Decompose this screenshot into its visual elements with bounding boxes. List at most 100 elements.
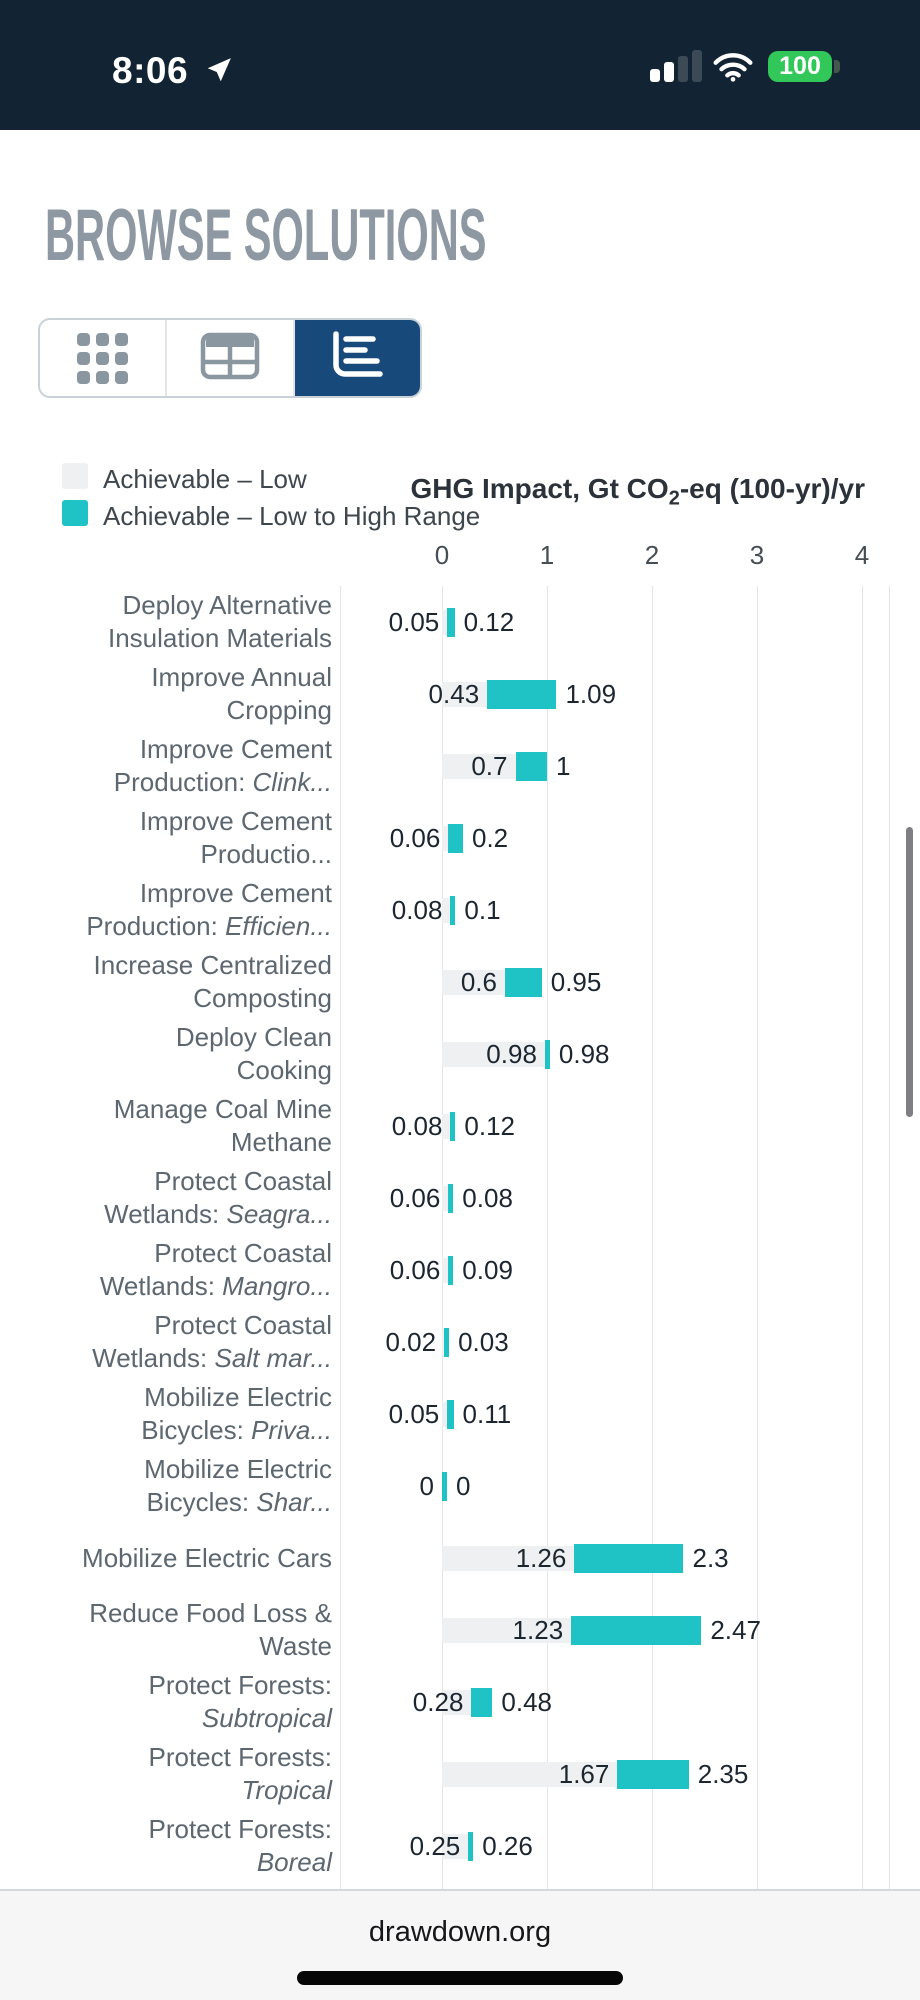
chart-gridline (889, 586, 890, 1889)
row-label: Mobilize Electric Bicycles: Shar... (144, 1454, 332, 1517)
bar-low-value: 0.06 (389, 1255, 441, 1285)
chart-view-button[interactable] (294, 320, 420, 396)
bar-high-value: 1.09 (565, 679, 617, 709)
view-toggle-group (38, 318, 422, 398)
bar-low-value: 0.06 (389, 823, 441, 853)
bar-achievable-low[interactable] (442, 1113, 451, 1139)
bar-achievable-range[interactable] (450, 895, 456, 925)
bar-achievable-range[interactable] (487, 679, 557, 709)
legend-swatch-range (62, 500, 88, 526)
bar-achievable-range[interactable] (447, 1399, 454, 1429)
chart-gridline (547, 586, 548, 1889)
battery-nub (834, 60, 840, 73)
home-indicator[interactable] (297, 1971, 623, 1985)
bar-chart-icon (329, 330, 385, 386)
bar-low-value: 0.05 (388, 607, 440, 637)
page-scrollbar[interactable] (906, 827, 913, 1117)
bar-high-value: 0.09 (462, 1255, 513, 1285)
grid-view-button[interactable] (40, 320, 168, 396)
bar-achievable-range[interactable] (574, 1543, 684, 1573)
row-label: Increase Centralized Composting (93, 950, 332, 1013)
browser-bottom-bar: drawdown.org (0, 1891, 920, 2000)
chart-gridline (340, 586, 341, 1889)
bar-achievable-range[interactable] (571, 1615, 702, 1645)
bar-achievable-low[interactable] (442, 1257, 449, 1283)
battery-icon: 100 (768, 51, 832, 82)
chart-bottom-axis (0, 1889, 920, 1891)
bar-high-value: 0.12 (463, 607, 515, 637)
bar-low-value: 0.25 (409, 1831, 461, 1861)
legend-label-range: Achievable – Low to High Range (103, 501, 481, 531)
bar-high-value: 0.08 (462, 1183, 513, 1213)
clock: 8:06 (112, 50, 189, 91)
bar-achievable-low[interactable] (442, 1689, 472, 1715)
bar-low-value: 0 (419, 1471, 434, 1501)
x-axis-tick-label: 1 (539, 540, 555, 570)
bar-achievable-low[interactable] (442, 1833, 469, 1859)
bar-achievable-low[interactable] (442, 1329, 445, 1355)
bar-high-value: 0 (456, 1471, 471, 1501)
bar-achievable-low[interactable] (442, 753, 516, 779)
row-label: Deploy Alternative Insulation Materials (108, 590, 332, 653)
bar-achievable-low[interactable] (442, 609, 448, 635)
bar-high-value: 0.2 (472, 823, 509, 853)
row-label: Protect Forests: Tropical (148, 1742, 333, 1805)
bar-achievable-low[interactable] (442, 969, 505, 995)
bar-high-value: 0.98 (558, 1039, 610, 1069)
bar-achievable-range[interactable] (447, 607, 455, 637)
bar-achievable-range[interactable] (617, 1759, 689, 1789)
row-label: Improve Cement Production: Efficien... (86, 878, 332, 941)
location-arrow-icon (204, 55, 234, 90)
row-label: Deploy Clean Cooking (175, 1022, 332, 1085)
bar-achievable-low[interactable] (442, 1761, 618, 1787)
bar-achievable-range[interactable] (515, 751, 547, 781)
bar-achievable-low[interactable] (442, 1545, 575, 1571)
legend-swatch-low (62, 463, 88, 489)
table-icon (200, 332, 260, 385)
chart-gridline (862, 586, 863, 1889)
x-axis-tick-label: 4 (854, 540, 870, 570)
address-bar[interactable]: drawdown.org (368, 1916, 552, 1948)
bar-achievable-range[interactable] (468, 1831, 474, 1861)
bar-low-value: 0.6 (460, 967, 497, 997)
chart-gridline (757, 586, 758, 1889)
row-label: Improve Annual Cropping (151, 662, 332, 725)
bar-low-value: 0.98 (486, 1039, 537, 1069)
bar-achievable-low[interactable] (442, 825, 449, 851)
bar-achievable-low[interactable] (442, 1041, 545, 1067)
bar-high-value: 0.26 (482, 1831, 533, 1861)
row-label: Manage Coal Mine Methane (113, 1094, 332, 1157)
bar-achievable-range[interactable] (448, 823, 463, 853)
bar-achievable-low[interactable] (442, 1401, 448, 1427)
bar-achievable-low[interactable] (442, 897, 451, 923)
bar-high-value: 0.12 (464, 1111, 515, 1141)
bar-low-value: 0.06 (389, 1183, 441, 1213)
bar-achievable-low[interactable] (442, 1617, 572, 1643)
bar-high-value: 0.1 (464, 895, 501, 925)
row-label: Protect Coastal Wetlands: Seagra... (104, 1166, 332, 1229)
bar-achievable-range[interactable] (471, 1687, 493, 1717)
bar-achievable-range[interactable] (450, 1111, 456, 1141)
bar-achievable-low[interactable] (442, 681, 488, 707)
status-bar: 8:06 100 (0, 0, 920, 130)
row-label: Protect Forests: Subtropical (148, 1670, 333, 1733)
bar-achievable-range[interactable] (442, 1471, 447, 1501)
bar-achievable-range[interactable] (444, 1327, 450, 1357)
bar-achievable-range[interactable] (448, 1183, 454, 1213)
x-axis-tick-label: 3 (749, 540, 765, 570)
cellular-signal-icon (650, 50, 702, 82)
bar-achievable-range[interactable] (505, 967, 542, 997)
bar-achievable-low[interactable] (442, 1185, 449, 1211)
chart-gridline (442, 586, 443, 1889)
row-label: Mobilize Electric Bicycles: Priva... (141, 1382, 332, 1445)
chart-gridline (652, 586, 653, 1889)
bar-achievable-range[interactable] (544, 1039, 550, 1069)
row-label: Protect Forests: Boreal (148, 1814, 333, 1877)
table-view-button[interactable] (167, 320, 295, 396)
x-axis-tick-label: 2 (644, 540, 660, 570)
bar-low-value: 0.08 (391, 895, 443, 925)
page-title: BROWSE SOLUTIONS (45, 195, 487, 276)
bar-achievable-range[interactable] (448, 1255, 454, 1285)
grid-icon (77, 332, 129, 384)
